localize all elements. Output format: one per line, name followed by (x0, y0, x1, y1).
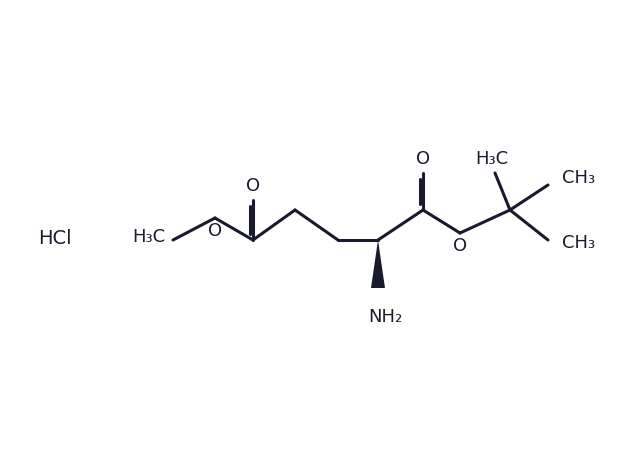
Polygon shape (371, 240, 385, 288)
Text: O: O (246, 177, 260, 195)
Text: O: O (453, 237, 467, 255)
Text: H₃C: H₃C (476, 150, 509, 168)
Text: NH₂: NH₂ (368, 308, 402, 326)
Text: HCl: HCl (38, 228, 72, 248)
Text: H₃C: H₃C (132, 228, 165, 246)
Text: CH₃: CH₃ (562, 234, 595, 252)
Text: O: O (208, 222, 222, 240)
Text: CH₃: CH₃ (562, 169, 595, 187)
Text: O: O (416, 150, 430, 168)
